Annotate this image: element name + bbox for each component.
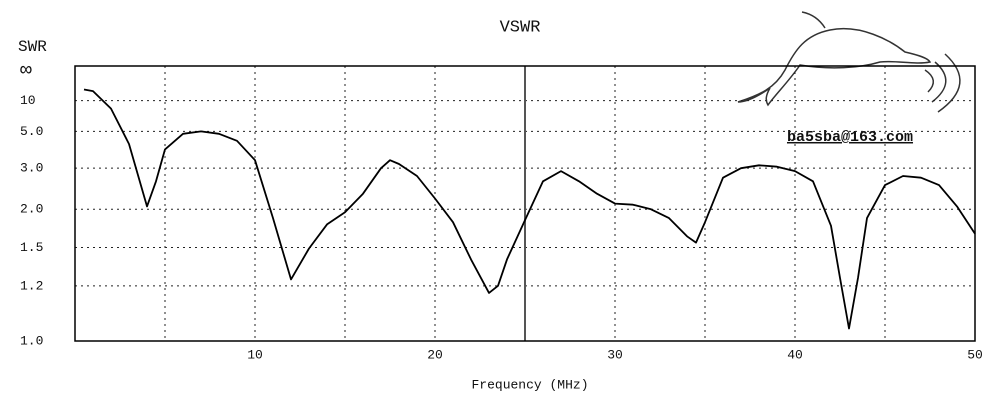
x-tick-label: 10 bbox=[247, 347, 263, 362]
y-tick-label: 1.0 bbox=[20, 333, 43, 348]
plot-frame bbox=[74, 65, 976, 342]
y-tick-label: 10 bbox=[20, 93, 36, 108]
y-tick-label: 5.0 bbox=[20, 124, 43, 139]
x-tick-label: 20 bbox=[427, 347, 443, 362]
chart-title: VSWR bbox=[500, 18, 541, 37]
y-tick-label: 1.2 bbox=[20, 278, 43, 293]
y-tick-label: 3.0 bbox=[20, 161, 43, 176]
y-tick-label: 2.0 bbox=[20, 202, 43, 217]
y-tick-label: 1.5 bbox=[20, 240, 43, 255]
vswr-line bbox=[83, 88, 976, 330]
x-tick-label: 40 bbox=[787, 347, 803, 362]
x-tick-label: 50 bbox=[967, 347, 983, 362]
x-tick-label: 30 bbox=[607, 347, 623, 362]
x-axis-label: Frequency (MHz) bbox=[471, 377, 588, 392]
y-axis-label: SWR bbox=[18, 38, 47, 56]
annotation: ba5sba@163.com bbox=[787, 129, 913, 146]
y-tick-label: ∞ bbox=[20, 59, 32, 82]
dolphin-logo bbox=[737, 11, 961, 113]
